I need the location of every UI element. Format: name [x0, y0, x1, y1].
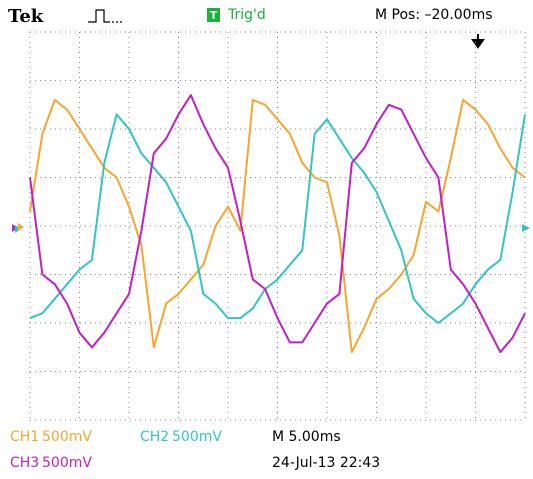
trigger-badge-box: [207, 8, 220, 22]
brand: Tek: [8, 6, 44, 27]
trace: [29, 98, 526, 354]
ch3-scale: 500mV: [42, 455, 92, 471]
trace: [29, 94, 526, 354]
ch1-label: CH1: [10, 429, 39, 445]
trigger-level-marker: [522, 224, 530, 232]
plot-area: [29, 31, 526, 421]
trace: [29, 113, 526, 324]
ch2-label: CH2: [140, 429, 169, 445]
timestamp: 24-Jul-13 22:43: [272, 455, 380, 471]
trigger-icon: [88, 9, 122, 23]
ch1-scale: 500mV: [42, 429, 92, 445]
horizontal-position: M Pos: –20.00ms: [375, 7, 493, 23]
timebase: M 5.00ms: [272, 429, 341, 445]
ch1-ground-marker: [18, 223, 24, 231]
trigger-badge: T: [210, 9, 218, 22]
trigger-position-marker: [471, 34, 485, 49]
ch3-label: CH3: [10, 455, 39, 471]
trigger-status: Trig'd: [227, 7, 266, 23]
ch2-scale: 500mV: [172, 429, 222, 445]
